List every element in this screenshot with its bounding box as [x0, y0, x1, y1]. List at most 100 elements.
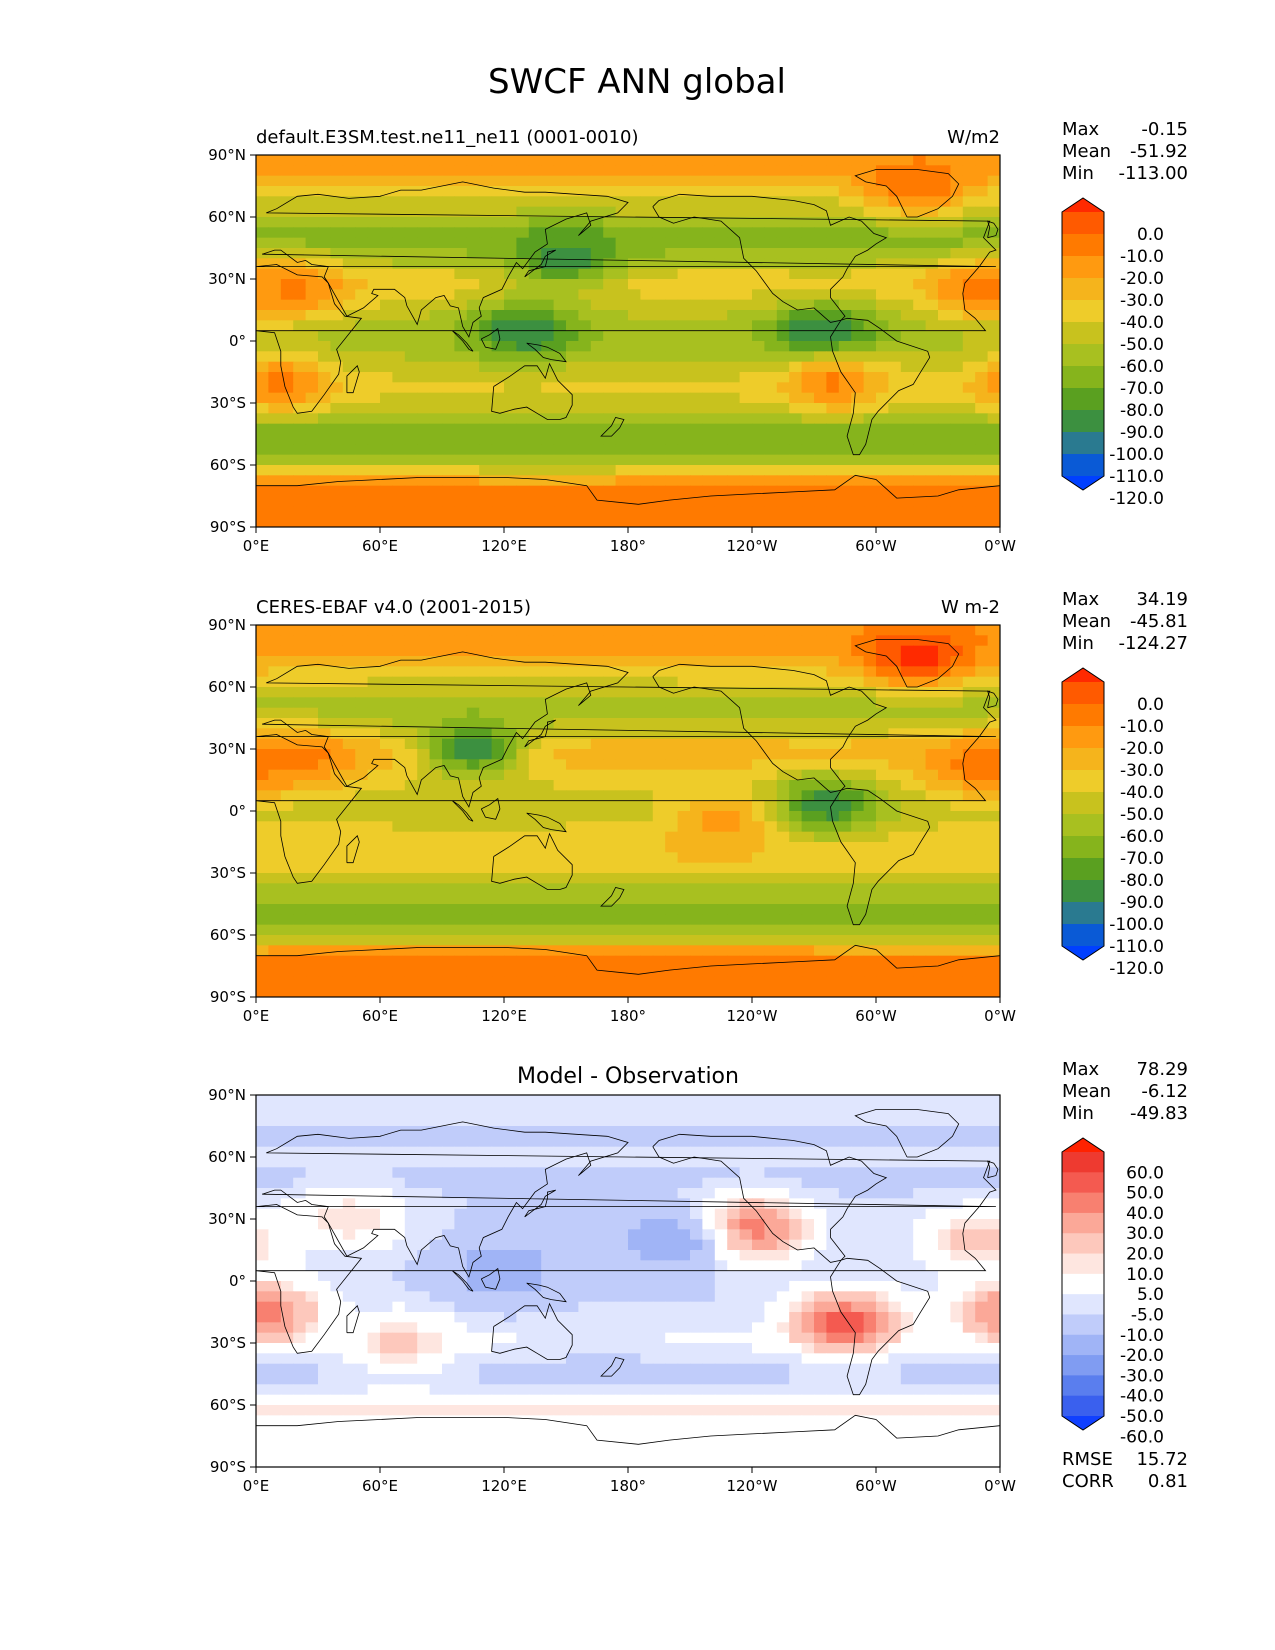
map-cell: [975, 454, 989, 466]
map-cell: [727, 718, 741, 729]
map-cell: [950, 361, 964, 373]
map-cell: [305, 687, 319, 698]
map-cell: [516, 1177, 530, 1189]
map-cell: [603, 175, 617, 187]
map-cell: [739, 351, 753, 363]
map-cell: [987, 506, 1000, 518]
map-cell: [380, 258, 393, 270]
map-cell: [876, 728, 889, 740]
map-cell: [987, 475, 1000, 487]
map-cell: [975, 676, 989, 688]
map-cell: [876, 749, 889, 760]
map-cell: [504, 625, 517, 636]
coastline: [262, 181, 997, 338]
map-cell: [714, 175, 728, 187]
map-cell: [355, 351, 369, 363]
map-cell: [553, 666, 567, 678]
map-cell: [528, 676, 542, 688]
map-cell: [962, 516, 976, 527]
map-cell: [628, 697, 641, 709]
map-cell: [677, 413, 691, 425]
map-cell: [268, 258, 282, 270]
map-cell: [367, 821, 381, 833]
map-cell: [677, 279, 691, 290]
map-cell: [962, 403, 976, 414]
map-cell: [392, 924, 406, 936]
map-cell: [838, 645, 852, 657]
map-cell: [876, 258, 889, 270]
map-cell: [293, 718, 307, 729]
map-cell: [330, 687, 344, 698]
map-cell: [962, 341, 976, 352]
map-cell: [987, 423, 1000, 435]
map-cell: [913, 883, 927, 895]
map-cell: [318, 310, 331, 321]
map-cell: [752, 1095, 765, 1106]
map-cell: [330, 1157, 344, 1168]
map-cell: [776, 759, 790, 771]
map-cell: [256, 217, 269, 228]
map-cell: [330, 289, 344, 301]
map-cell: [876, 852, 889, 864]
map-cell: [702, 862, 716, 874]
map-cell: [516, 666, 530, 678]
map-cell: [417, 413, 431, 425]
map-cell: [504, 320, 517, 332]
map-cell: [814, 506, 827, 518]
map-cell: [305, 206, 319, 218]
map-cell: [975, 1105, 989, 1117]
map-cell: [528, 372, 542, 383]
map-cell: [504, 186, 517, 197]
map-cell: [876, 237, 889, 249]
map-cell: [466, 434, 480, 445]
map-cell: [727, 914, 741, 926]
map-cell: [900, 361, 914, 373]
map-cell: [814, 914, 827, 926]
map-cell: [305, 955, 319, 967]
map-cell: [640, 676, 654, 688]
map-cell: [454, 465, 468, 476]
map-cell: [752, 206, 765, 218]
map-cell: [280, 237, 294, 249]
map-cell: [900, 831, 914, 843]
map-cell: [665, 279, 679, 290]
map-cell: [900, 687, 914, 698]
map-cell: [962, 893, 976, 905]
map-cell: [603, 842, 617, 853]
map-cell: [380, 320, 393, 332]
map-cell: [888, 237, 902, 249]
map-cell: [603, 351, 617, 363]
map-cell: [838, 759, 852, 771]
map-cell: [603, 196, 617, 208]
map-cell: [330, 1167, 344, 1179]
map-cell: [392, 268, 406, 280]
map-cell: [739, 186, 753, 197]
map-cell: [578, 351, 592, 363]
map-cell: [950, 516, 964, 527]
map-cell: [280, 485, 294, 497]
map-cell: [925, 800, 939, 812]
map-cell: [541, 258, 555, 270]
map-cell: [900, 227, 914, 239]
map-cell: [330, 976, 344, 988]
map-cell: [603, 217, 617, 228]
map-cell: [764, 289, 778, 301]
map-cell: [814, 966, 827, 977]
map-cell: [690, 423, 703, 435]
map-cell: [268, 155, 282, 166]
map-cell: [851, 454, 865, 466]
map-cell: [876, 506, 889, 518]
map-cell: [776, 749, 790, 760]
map-cell: [342, 496, 356, 507]
map-cell: [504, 780, 517, 791]
map-cell: [280, 434, 294, 445]
map-cell: [690, 268, 703, 280]
map-cell: [504, 1167, 517, 1179]
map-cell: [652, 372, 666, 383]
map-cell: [305, 769, 319, 781]
map-cell: [590, 976, 604, 988]
map-cell: [454, 635, 468, 647]
map-cell: [504, 289, 517, 301]
map-cell: [789, 1095, 803, 1106]
map-cell: [553, 842, 567, 853]
